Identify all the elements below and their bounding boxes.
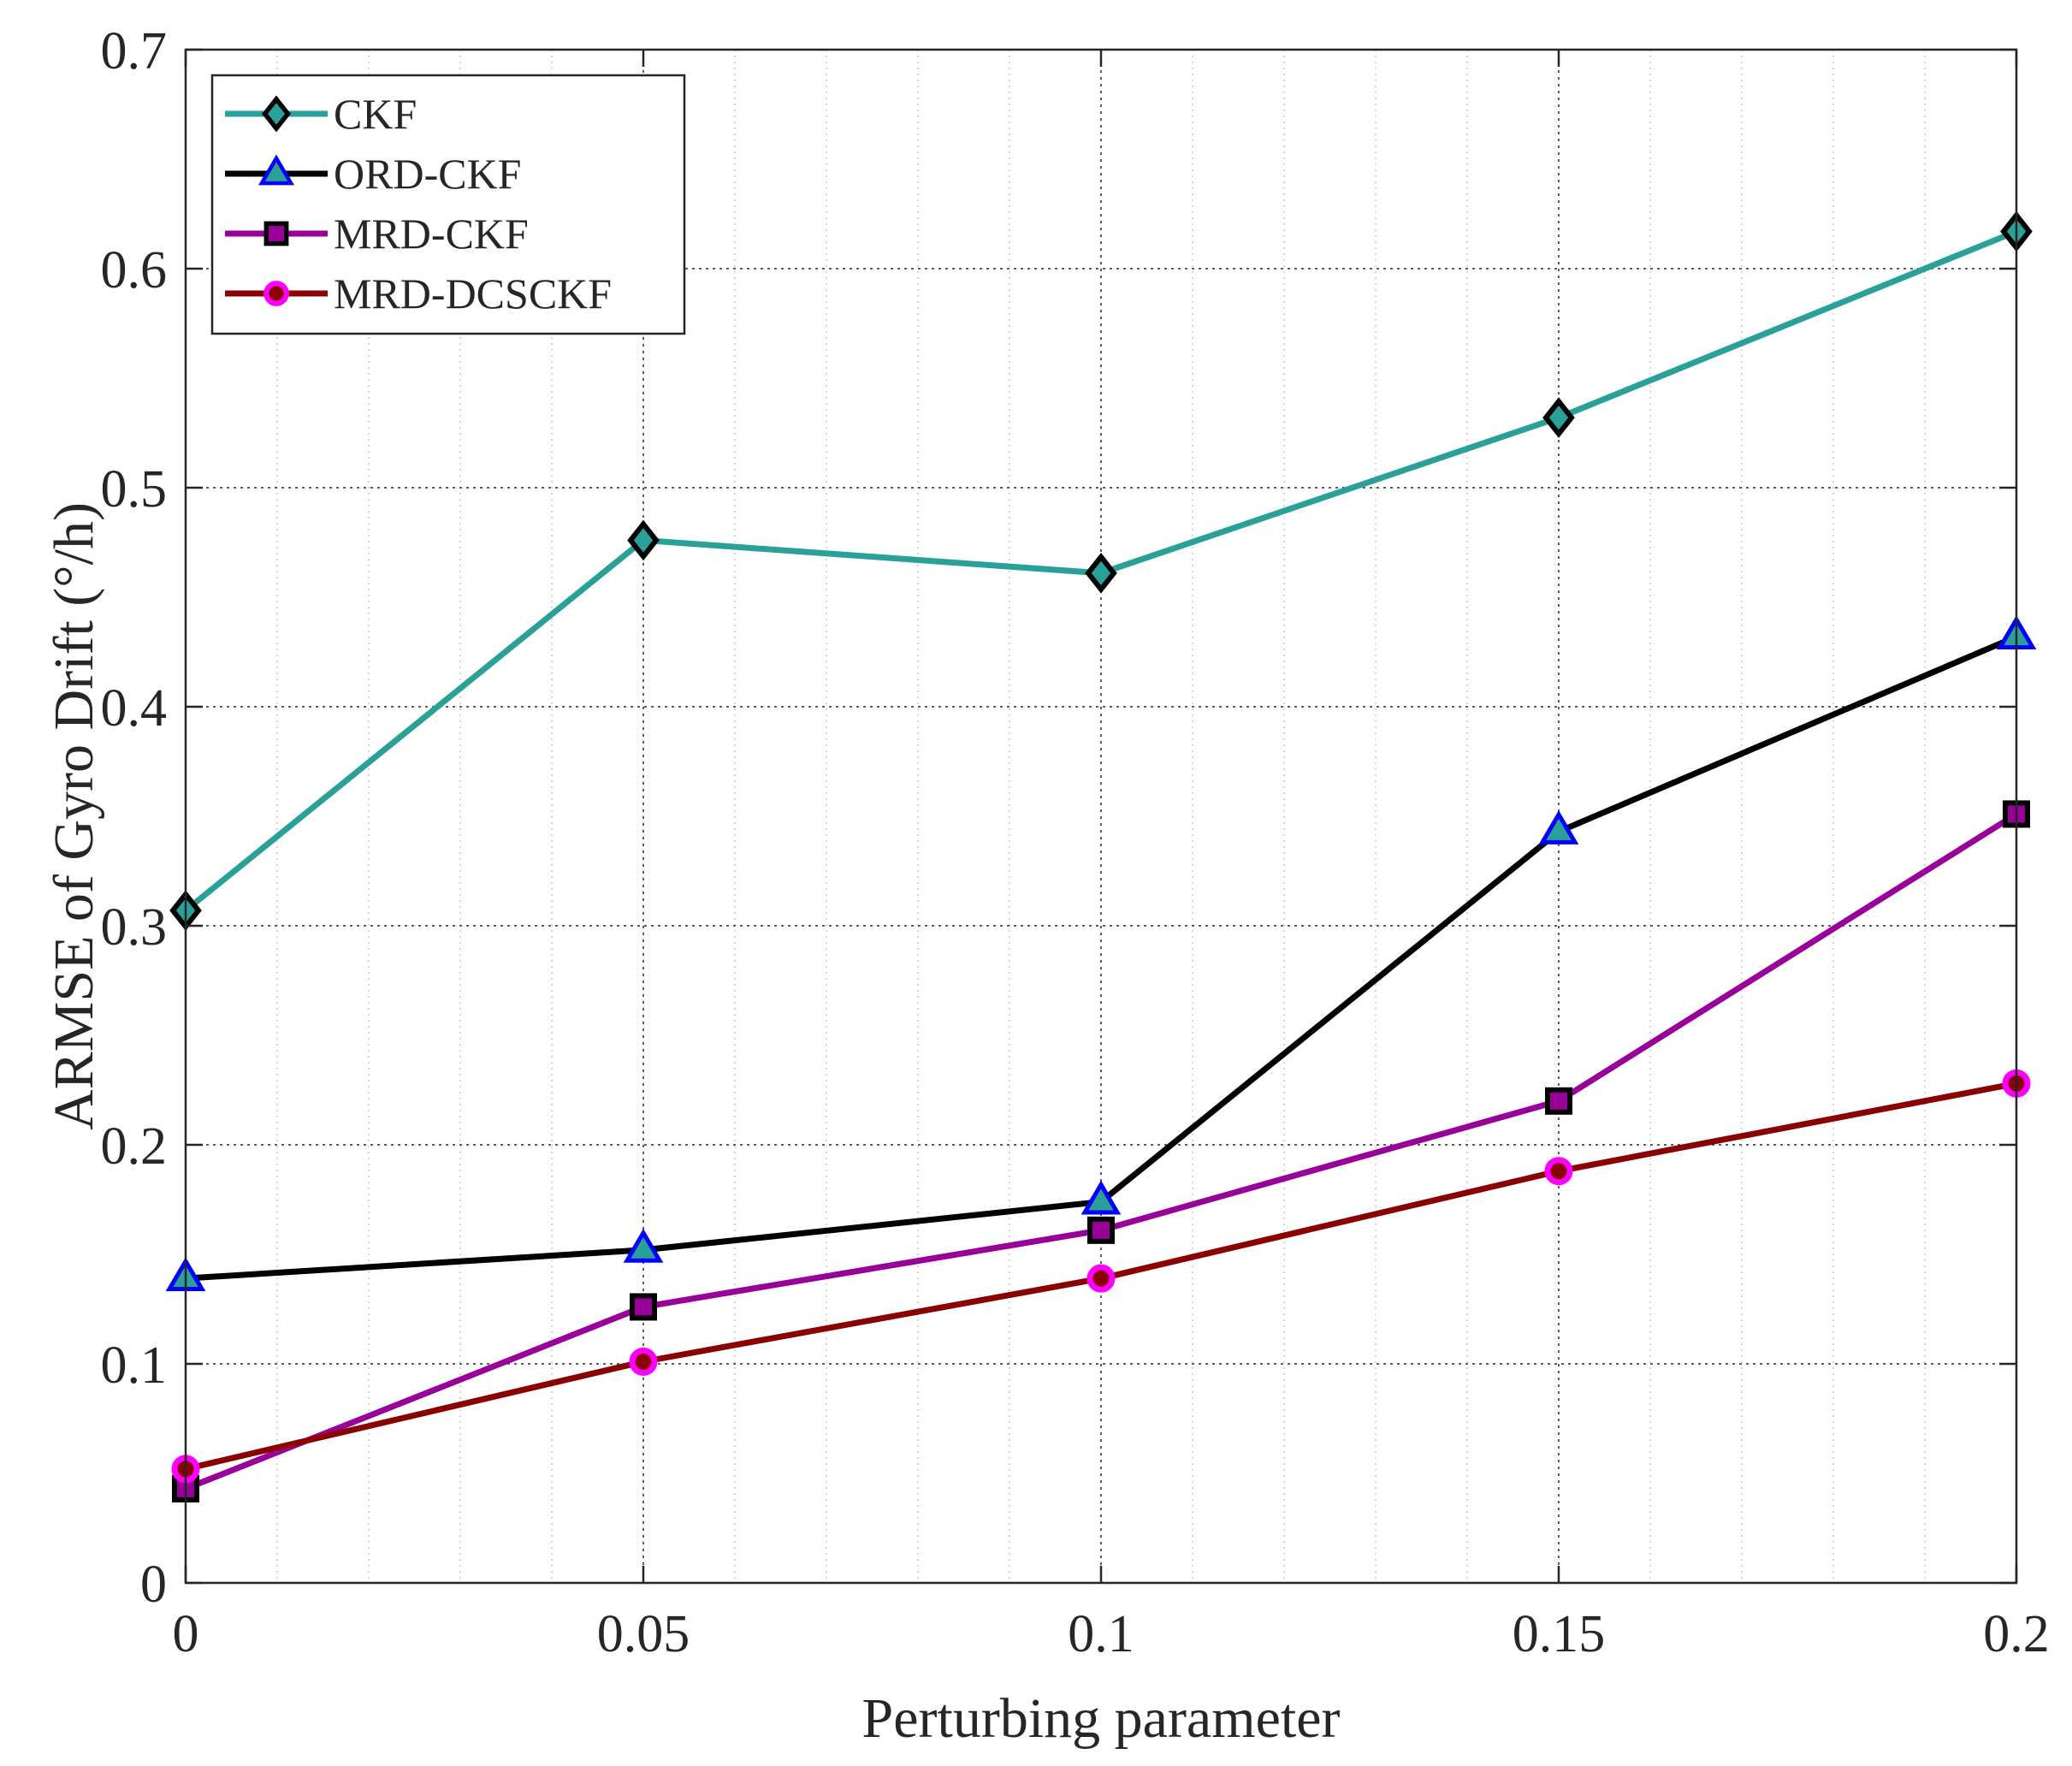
legend: CKF ORD-CKF MRD-CKF MRD-DCSCKF (210, 74, 686, 335)
x-tick-labels: 0 0.05 0.1 0.15 0.2 (173, 1605, 2050, 1663)
data-point-ord-ckf (1080, 1180, 1122, 1215)
data-point-ckf (1542, 397, 1575, 438)
data-point-ord-ckf (1538, 809, 1579, 844)
x-axis-label: Perturbing parameter (862, 1687, 1341, 1750)
data-point-mrd-ckf (630, 1293, 657, 1321)
legend-marker-ord-ckf (258, 154, 295, 186)
y-tick-label: 0.2 (101, 1117, 168, 1176)
y-tick-labels: 0 0.1 0.2 0.3 0.4 0.5 0.6 0.7 (101, 22, 168, 1614)
y-tick-label: 0.6 (101, 241, 168, 299)
x-tick-label: 0.2 (1983, 1605, 2050, 1663)
data-point-mrd-dcsckf (629, 1347, 658, 1376)
y-tick-label: 0.1 (101, 1336, 168, 1395)
data-point-ord-ckf (623, 1228, 664, 1263)
data-point-mrd-dcsckf (1086, 1264, 1116, 1293)
y-tick-label: 0.7 (101, 22, 168, 80)
data-point-mrd-ckf (1087, 1216, 1115, 1244)
x-tick-label: 0.1 (1068, 1605, 1134, 1663)
legend-label-ord-ckf: ORD-CKF (334, 150, 521, 198)
y-axis-label: ARMSE of Gyro Drift (°/h) (43, 502, 105, 1130)
y-tick-label: 0 (140, 1556, 167, 1614)
x-tick-label: 0.05 (597, 1605, 690, 1663)
y-tick-label: 0.4 (101, 679, 168, 738)
y-tick-label: 0.3 (101, 898, 168, 957)
data-point-mrd-dcsckf (1544, 1157, 1573, 1186)
y-tick-label: 0.5 (101, 460, 168, 519)
legend-label-mrd-ckf: MRD-CKF (334, 210, 529, 258)
legend-marker-mrd-ckf (263, 221, 289, 246)
data-point-mrd-ckf (1545, 1087, 1572, 1115)
data-point-ckf (1085, 552, 1117, 594)
legend-label-mrd-dcsckf: MRD-DCSCKF (334, 270, 612, 317)
data-point-ckf (627, 519, 660, 561)
legend-marker-mrd-dcsckf (263, 281, 289, 306)
legend-label-ckf: CKF (334, 90, 417, 138)
x-tick-label: 0 (173, 1605, 199, 1663)
legend-marker-ckf (262, 95, 291, 133)
axis-ticks (184, 48, 2018, 1585)
x-tick-label: 0.15 (1513, 1605, 1606, 1663)
